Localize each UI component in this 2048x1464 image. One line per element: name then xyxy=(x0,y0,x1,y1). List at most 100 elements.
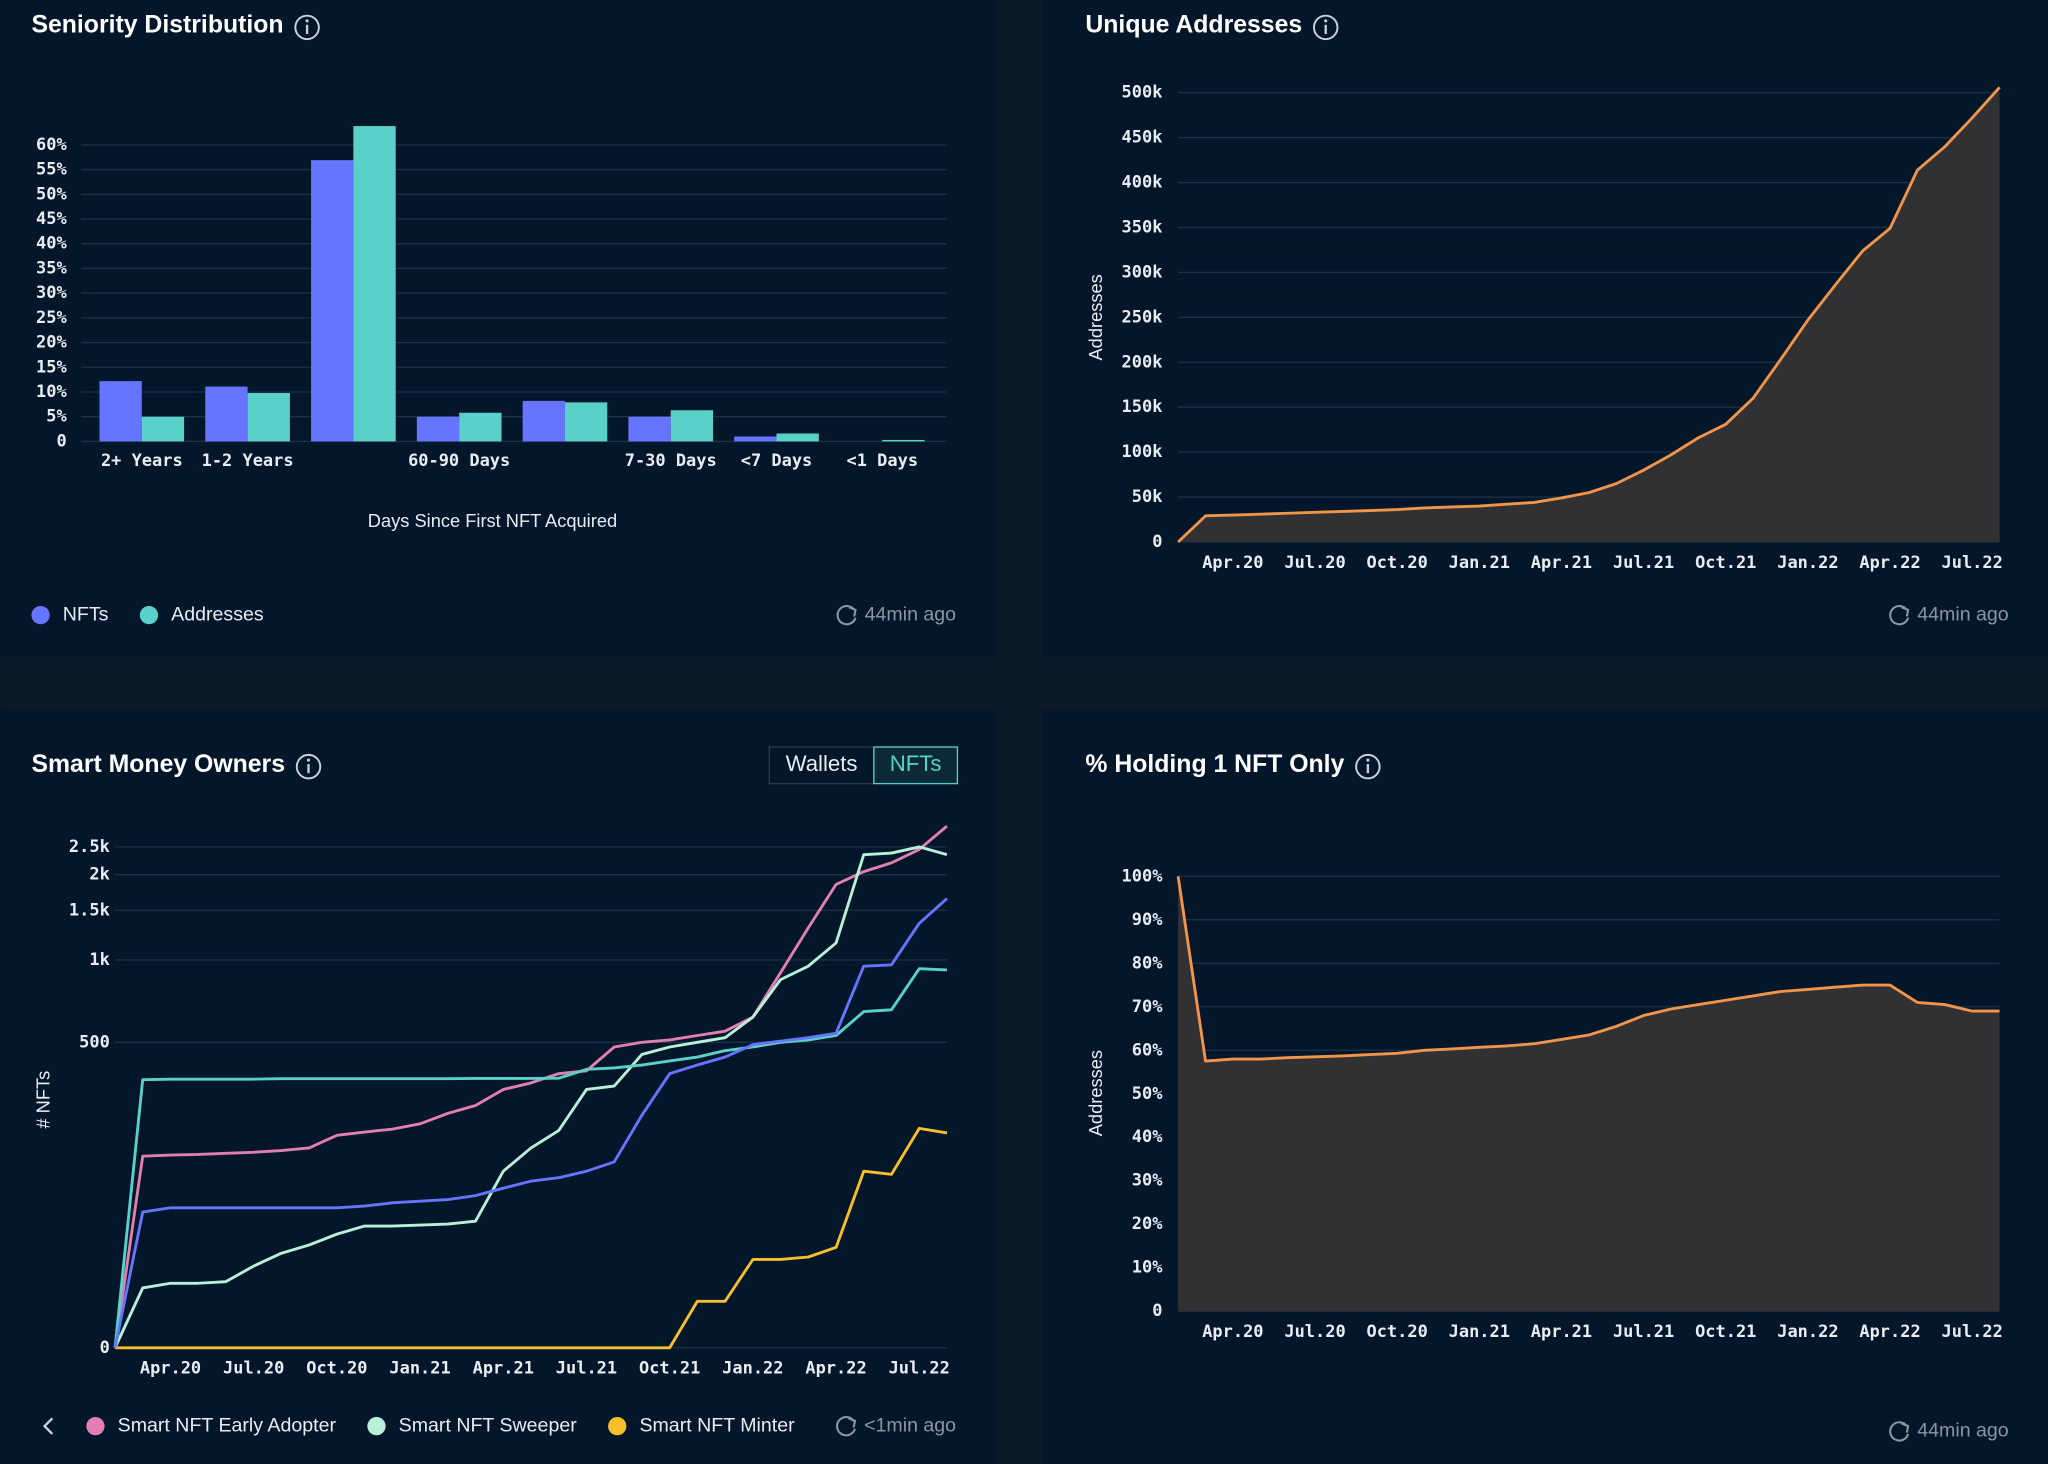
refresh-icon xyxy=(836,605,857,626)
toggle-label[interactable]: NFTs xyxy=(890,751,942,776)
y-axis-title: Addresses xyxy=(1085,1050,1106,1136)
x-tick-label: Jul.20 xyxy=(1284,1322,1345,1342)
y-tick-label: 60% xyxy=(36,135,67,155)
legend-scroll[interactable] xyxy=(42,1417,54,1435)
bar xyxy=(628,416,671,442)
line xyxy=(113,967,948,1348)
x-tick-label: Jan.22 xyxy=(1777,1322,1838,1342)
info-icon xyxy=(1355,753,1381,780)
x-tick-label: Apr.22 xyxy=(1859,553,1920,573)
y-tick-label: 25% xyxy=(36,308,67,328)
y-tick-label: 500k xyxy=(1122,83,1163,103)
y-tick-label: 0 xyxy=(57,431,67,451)
updated-time: <1min ago xyxy=(864,1414,956,1436)
legend-swatch xyxy=(139,605,159,625)
refresh-icon xyxy=(1889,1421,1910,1442)
info-icon xyxy=(1312,14,1339,41)
x-tick-label: Jan.22 xyxy=(722,1359,783,1379)
x-tick-label: Jan.21 xyxy=(1449,1322,1510,1342)
y-tick-label: 90% xyxy=(1132,910,1163,930)
x-tick-label: Oct.21 xyxy=(639,1359,700,1379)
chart-title: Unique Addresses xyxy=(1085,12,1302,39)
x-tick-label: <7 Days xyxy=(741,451,813,471)
info-icon xyxy=(305,19,309,23)
refresh-icon xyxy=(848,1417,857,1428)
y-tick-label: 50% xyxy=(36,184,67,204)
x-tick-label: Oct.20 xyxy=(1367,553,1428,573)
y-tick-label: 200k xyxy=(1122,352,1163,372)
y-tick-label: 20% xyxy=(1132,1214,1163,1234)
x-tick-label: Apr.21 xyxy=(1531,1322,1592,1342)
chart-title: Smart Money Owners xyxy=(31,751,285,778)
panel xyxy=(0,709,996,1464)
y-tick-label: 80% xyxy=(1132,953,1163,973)
legend-label: Smart NFT Minter xyxy=(639,1414,795,1436)
bar xyxy=(247,392,290,442)
info-icon xyxy=(294,14,320,41)
y-tick-label: 50k xyxy=(1132,487,1163,507)
y-tick-label: 55% xyxy=(36,160,67,180)
x-tick-label: Jul.21 xyxy=(1613,553,1674,573)
line xyxy=(115,1126,948,1350)
x-tick-label: Oct.20 xyxy=(1367,1322,1428,1342)
refresh-icon xyxy=(1901,1422,1910,1433)
legend-label: Smart NFT Sweeper xyxy=(399,1414,578,1436)
y-tick-label: 10% xyxy=(1132,1258,1163,1278)
info-icon xyxy=(1324,19,1328,23)
x-tick-label: Jul.21 xyxy=(556,1359,617,1379)
y-tick-label: 250k xyxy=(1122,307,1163,327)
y-tick-label: 20% xyxy=(36,333,67,353)
bar xyxy=(311,160,354,442)
area xyxy=(1178,87,2000,542)
toggle-button[interactable] xyxy=(873,746,959,785)
x-tick-label: Jan.22 xyxy=(1777,553,1838,573)
x-tick-label: 60-90 Days xyxy=(408,451,510,471)
toggle-label[interactable]: Wallets xyxy=(786,751,858,776)
y-tick-label: 100k xyxy=(1122,442,1163,462)
y-tick-label: 60% xyxy=(1132,1040,1163,1060)
info-icon xyxy=(295,753,322,780)
y-tick-label: 35% xyxy=(36,258,67,278)
legend-swatch xyxy=(86,1416,105,1436)
line xyxy=(113,825,948,1348)
refresh-icon xyxy=(848,606,857,617)
y-tick-label: 100% xyxy=(1122,866,1164,886)
bar xyxy=(205,386,248,442)
bar xyxy=(734,436,777,442)
panel xyxy=(0,0,996,657)
y-tick-label: 0 xyxy=(1152,532,1162,552)
y-tick-label: 500 xyxy=(79,1032,110,1052)
bar xyxy=(564,402,608,442)
x-tick-label: Jan.21 xyxy=(389,1359,450,1379)
y-tick-label: 30% xyxy=(1132,1171,1163,1191)
x-tick-label: Oct.21 xyxy=(1695,553,1756,573)
x-tick-label: Apr.20 xyxy=(1202,553,1263,573)
area xyxy=(1178,876,2000,1312)
x-tick-label: <1 Days xyxy=(847,451,919,471)
line xyxy=(1177,86,2001,544)
legend-label: Smart NFT Early Adopter xyxy=(118,1414,337,1436)
y-tick-label: 45% xyxy=(36,209,67,229)
x-tick-label: Jul.21 xyxy=(1613,1322,1674,1342)
y-tick-label: 40% xyxy=(1132,1127,1163,1147)
x-tick-label: Jul.22 xyxy=(1942,1322,2003,1342)
x-tick-label: 2+ Years xyxy=(101,451,183,471)
y-tick-label: 450k xyxy=(1122,128,1163,148)
x-tick-label: Apr.20 xyxy=(140,1359,201,1379)
bar xyxy=(776,433,819,442)
x-tick-label: 1-2 Years xyxy=(202,451,294,471)
y-tick-label: 30% xyxy=(36,283,67,303)
x-tick-label: Oct.21 xyxy=(1695,1322,1756,1342)
y-tick-label: 0 xyxy=(100,1338,110,1358)
bar xyxy=(99,381,142,442)
legend-swatch xyxy=(367,1416,386,1436)
x-tick-label: Jan.21 xyxy=(1449,553,1510,573)
chart-title: Seniority Distribution xyxy=(31,12,283,39)
info-icon xyxy=(306,758,311,762)
updated-time: 44min ago xyxy=(865,603,957,625)
x-tick-label: Apr.22 xyxy=(1859,1322,1920,1342)
y-tick-label: 50% xyxy=(1132,1084,1163,1104)
bar xyxy=(522,400,565,442)
y-tick-label: 15% xyxy=(36,357,67,377)
y-tick-label: 2.5k xyxy=(69,837,110,857)
